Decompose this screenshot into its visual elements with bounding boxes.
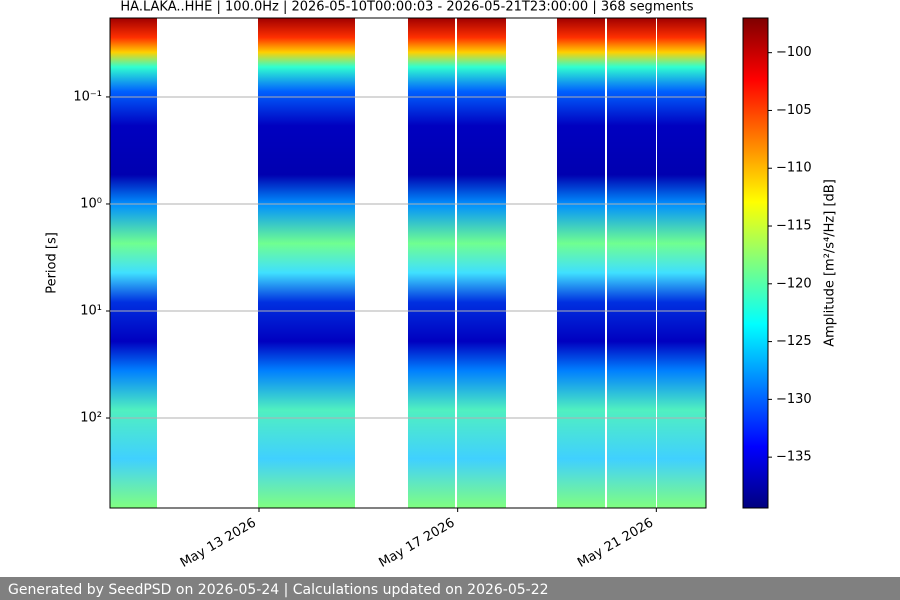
colorbar-tick-label: −130	[776, 392, 812, 407]
colorbar-tick-label: −105	[776, 103, 812, 118]
colorbar-label: Amplitude [m²/s⁴/Hz] [dB]	[823, 179, 838, 347]
colorbar-tick-label: −125	[776, 334, 812, 349]
data-block	[557, 18, 706, 508]
y-axis-label: Period [s]	[45, 232, 60, 294]
colorbar	[742, 17, 769, 509]
footer: Generated by SeedPSD on 2026-05-24 | Cal…	[8, 582, 549, 598]
data-block	[110, 18, 157, 508]
chart-title: HA.LAKA..HHE | 100.0Hz | 2026-05-10T00:0…	[120, 0, 693, 15]
x-tick-label: May 13 2026	[178, 516, 259, 571]
data-block	[258, 18, 355, 508]
colorbar-tick-label: −115	[776, 219, 812, 234]
colorbar-tick-label: −135	[776, 450, 812, 465]
gap	[656, 18, 657, 508]
gap	[455, 18, 457, 508]
x-tick-label: May 17 2026	[376, 516, 457, 571]
footer-bar	[0, 577, 900, 600]
plot-frame	[109, 17, 707, 509]
x-tick-label: May 21 2026	[575, 516, 656, 571]
y-tick-label: 10⁻¹	[73, 89, 102, 104]
colorbar-tick-label: −100	[776, 45, 812, 60]
gap	[605, 18, 607, 508]
spectrogram	[110, 18, 706, 508]
y-tick-label: 10⁰	[80, 196, 102, 211]
y-tick-label: 10¹	[80, 303, 102, 318]
y-tick-label: 10²	[80, 411, 102, 426]
colorbar-tick-label: −110	[776, 161, 812, 176]
colorbar-tick-label: −120	[776, 276, 812, 291]
